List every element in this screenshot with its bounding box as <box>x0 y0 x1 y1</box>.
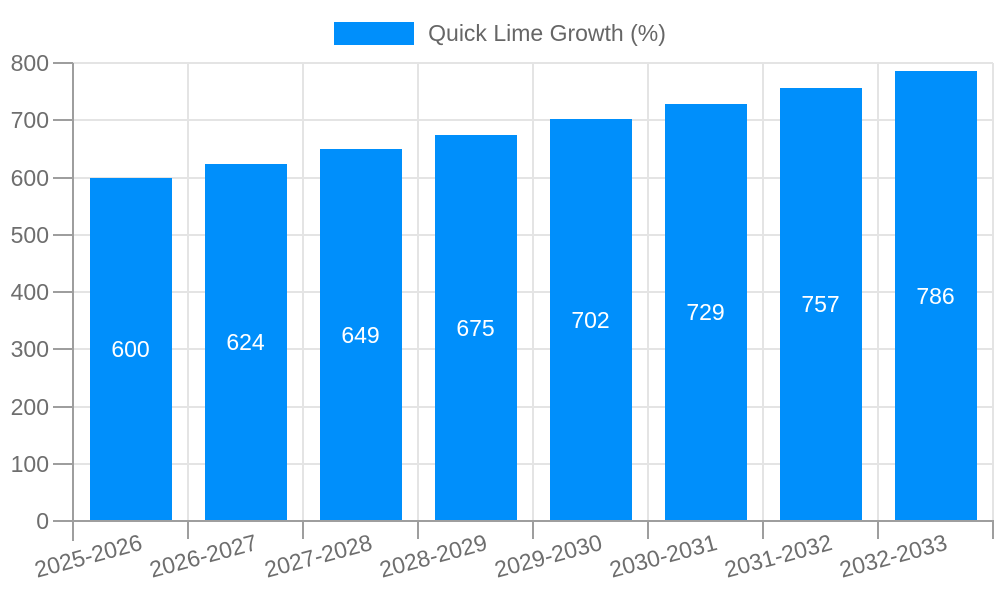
gridline-vertical <box>877 63 879 521</box>
legend-item-quick-lime-growth[interactable]: Quick Lime Growth (%) <box>334 20 666 46</box>
gridline-vertical <box>532 63 534 521</box>
gridline-vertical <box>417 63 419 521</box>
legend: Quick Lime Growth (%) <box>0 20 1000 46</box>
y-tick-label: 700 <box>10 107 49 134</box>
x-tick-mark <box>762 521 764 539</box>
bar-value-label: 702 <box>571 307 610 334</box>
legend-label: Quick Lime Growth (%) <box>428 20 666 46</box>
bar[interactable] <box>204 163 287 521</box>
x-tick-mark <box>992 521 994 539</box>
x-tick-label: 2030-2031 <box>606 529 720 583</box>
bar[interactable] <box>664 103 747 521</box>
bar-value-label: 675 <box>456 314 495 341</box>
y-tick-label: 600 <box>10 164 49 191</box>
y-tick-mark <box>53 348 73 351</box>
bar[interactable] <box>894 71 977 521</box>
x-tick-label: 2026-2027 <box>146 529 260 583</box>
bar-value-label: 649 <box>341 322 380 349</box>
bar[interactable] <box>319 149 402 521</box>
y-tick-label: 300 <box>10 336 49 363</box>
x-tick-mark <box>647 521 649 539</box>
y-tick-mark <box>53 62 73 64</box>
x-tick-label: 2031-2032 <box>721 529 835 583</box>
x-tick-mark <box>187 521 189 539</box>
bar-value-label: 786 <box>916 283 955 309</box>
x-tick-label: 2025-2026 <box>31 529 145 583</box>
x-axis-line <box>72 520 994 522</box>
y-tick-mark <box>53 405 73 408</box>
x-tick-mark <box>417 521 419 539</box>
gridline-vertical <box>302 63 304 521</box>
gridline-vertical <box>187 63 189 521</box>
y-tick-mark <box>53 291 73 293</box>
bar-value-label: 600 <box>111 336 150 363</box>
y-tick-mark <box>53 233 73 236</box>
y-tick-label: 500 <box>10 221 49 248</box>
y-tick-mark <box>53 520 73 522</box>
bar[interactable] <box>779 87 862 521</box>
bar-value-label: 757 <box>801 291 840 318</box>
y-tick-label: 0 <box>36 508 49 534</box>
y-tick-label: 100 <box>10 450 49 477</box>
gridline-vertical <box>762 63 764 521</box>
bar[interactable] <box>434 134 517 521</box>
bar-value-label: 729 <box>686 299 725 326</box>
x-tick-mark <box>532 521 534 539</box>
gridline-vertical <box>647 63 649 521</box>
y-tick-mark <box>53 176 73 179</box>
x-tick-mark <box>877 521 879 539</box>
x-tick-label: 2029-2030 <box>491 529 605 583</box>
bar-value-label: 624 <box>226 329 265 356</box>
x-tick-mark <box>302 521 304 539</box>
gridline-vertical <box>992 63 994 521</box>
y-tick-label: 200 <box>10 393 49 420</box>
x-tick-label: 2028-2029 <box>376 529 490 583</box>
bar[interactable] <box>549 119 632 521</box>
bar[interactable] <box>89 177 172 521</box>
y-tick-mark <box>53 462 73 465</box>
x-tick-label: 2032-2033 <box>836 529 950 583</box>
legend-swatch-icon <box>334 21 415 45</box>
y-tick-label: 800 <box>10 50 49 76</box>
y-tick-label: 400 <box>10 279 49 305</box>
x-tick-label: 2027-2028 <box>261 529 375 583</box>
y-tick-mark <box>53 119 73 122</box>
y-axis-line <box>72 63 74 541</box>
